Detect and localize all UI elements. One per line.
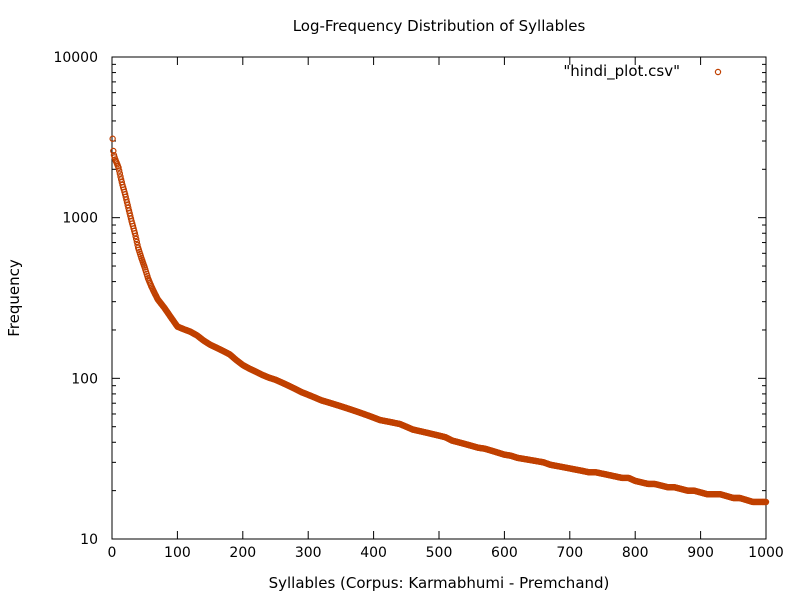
x-tick-label: 1000 xyxy=(748,545,784,561)
x-tick-label: 0 xyxy=(108,545,117,561)
x-tick-label: 200 xyxy=(229,545,256,561)
y-tick-label: 10 xyxy=(80,532,98,548)
data-point xyxy=(131,230,139,237)
x-axis-label: Syllables (Corpus: Karmabhumi - Premchan… xyxy=(269,574,610,592)
x-tick-label: 100 xyxy=(164,545,191,561)
plot-frame xyxy=(111,56,767,540)
y-tick-label: 1000 xyxy=(62,211,98,227)
data-points xyxy=(109,135,770,506)
data-point xyxy=(109,135,116,142)
legend-marker xyxy=(714,68,722,76)
data-point xyxy=(115,164,122,171)
y-axis-label: Frequency xyxy=(5,259,23,337)
x-tick-label: 600 xyxy=(491,545,518,561)
data-point xyxy=(133,238,141,246)
axis-ticks xyxy=(111,56,767,540)
y-tick-label: 10000 xyxy=(53,50,98,66)
legend-label: "hindi_plot.csv" xyxy=(563,62,680,81)
x-tick-label: 800 xyxy=(622,545,649,561)
data-point xyxy=(132,232,139,240)
x-tick-label: 700 xyxy=(556,545,583,561)
data-point xyxy=(116,170,124,177)
data-point xyxy=(132,235,140,243)
y-tick-label: 100 xyxy=(71,371,98,387)
data-point xyxy=(115,167,123,174)
x-tick-label: 500 xyxy=(426,545,453,561)
data-point xyxy=(110,147,117,155)
legend: "hindi_plot.csv" xyxy=(563,62,722,81)
x-tick-label: 900 xyxy=(687,545,714,561)
tick-labels: 0 100 200 300 400 500 600 700 800 900 1000 10 100 100… xyxy=(53,50,783,561)
data-point xyxy=(762,498,770,506)
chart-title: Log-Frequency Distribution of Syllables xyxy=(293,17,586,35)
x-tick-label: 400 xyxy=(360,545,387,561)
x-tick-label: 300 xyxy=(295,545,322,561)
